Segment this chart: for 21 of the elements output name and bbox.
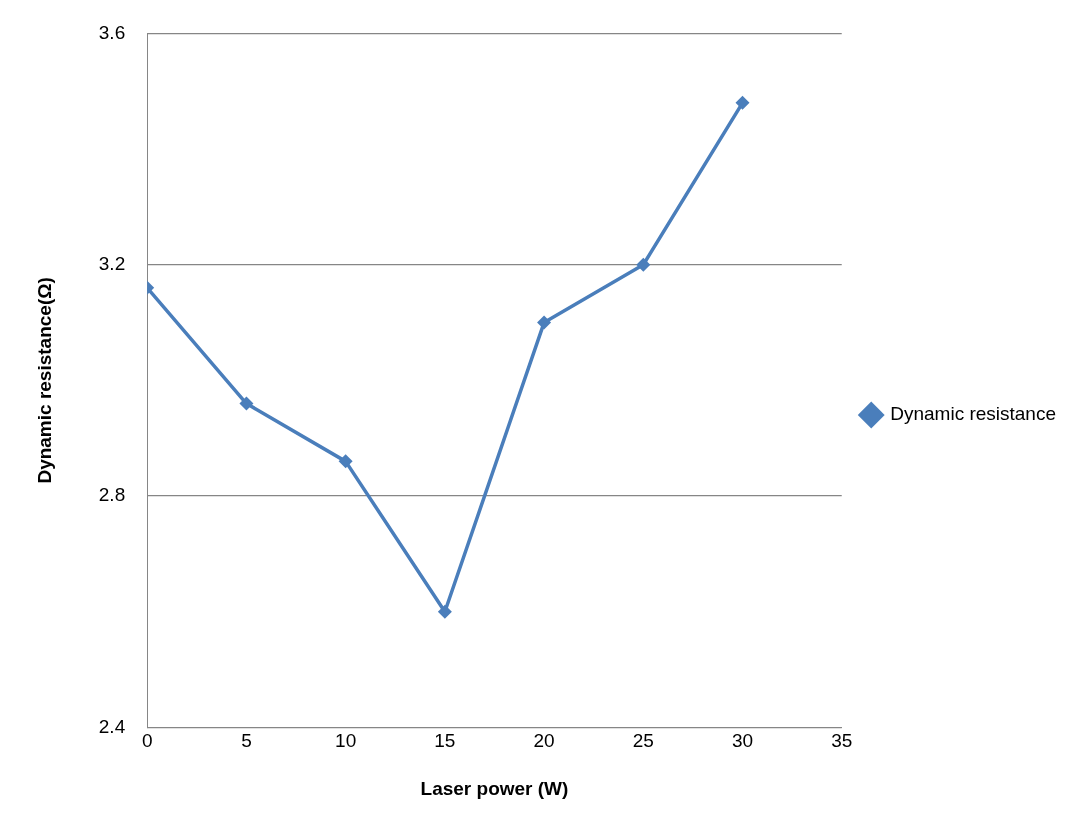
y-tick-label: 2.8 bbox=[98, 484, 126, 506]
x-axis-title: Laser power (W) bbox=[420, 777, 569, 799]
point bbox=[239, 396, 254, 411]
y-tick-label: 3.2 bbox=[98, 252, 126, 274]
point bbox=[636, 257, 651, 272]
y-axis-title: Dynamic resistance(Ω) bbox=[33, 277, 55, 484]
point bbox=[437, 604, 452, 619]
x-tick-label: 10 bbox=[335, 730, 357, 752]
x-tick-label: 15 bbox=[434, 730, 456, 752]
legend-label: Dynamic resistance bbox=[890, 403, 1056, 425]
x-tick-label: 30 bbox=[731, 730, 754, 752]
x-tick-label: 5 bbox=[241, 730, 252, 752]
x-tick-label: 20 bbox=[533, 730, 555, 752]
x-tick-label: 35 bbox=[831, 730, 853, 752]
point bbox=[735, 95, 750, 110]
y-tick-label: 2.4 bbox=[98, 715, 126, 737]
x-tick-label: 25 bbox=[632, 730, 654, 752]
y-tick-label: 3.6 bbox=[98, 21, 126, 43]
point bbox=[537, 315, 552, 330]
x-tick-label: 0 bbox=[141, 730, 153, 752]
point bbox=[338, 454, 353, 469]
